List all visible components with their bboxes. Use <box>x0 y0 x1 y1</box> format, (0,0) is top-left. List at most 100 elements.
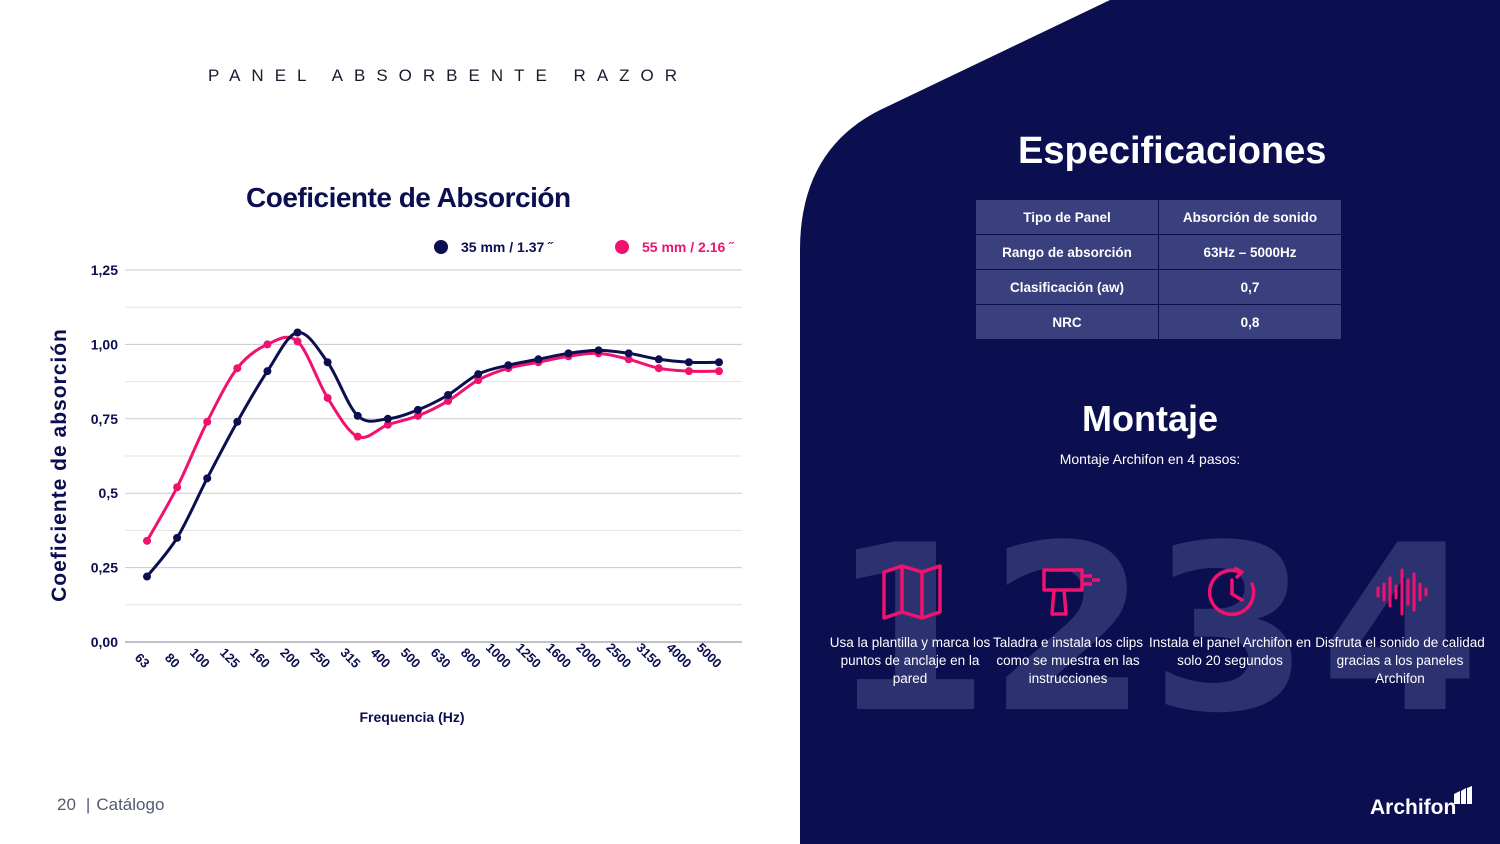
x-tick-label: 500 <box>398 645 424 671</box>
x-tick-label: 3150 <box>633 640 664 671</box>
x-tick-label: 63 <box>132 650 153 671</box>
x-tick-label: 200 <box>277 645 303 671</box>
x-tick-label: 1250 <box>513 640 544 671</box>
data-point <box>624 349 633 358</box>
table-cell: 63Hz – 5000Hz <box>1158 234 1342 270</box>
table-cell: Absorción de sonido <box>1158 199 1342 235</box>
x-tick-label: 125 <box>217 645 243 671</box>
x-tick-label: 2000 <box>573 640 604 671</box>
data-point <box>654 355 663 364</box>
legend-marker <box>615 240 629 254</box>
data-point <box>353 432 362 441</box>
step-text: Taladra e instala los clips como se mues… <box>992 635 1144 686</box>
data-point <box>233 364 242 373</box>
page-number: 20 <box>57 795 76 814</box>
table-cell: Clasificación (aw) <box>975 269 1159 305</box>
data-point <box>353 411 362 420</box>
montaje-subtitle: Montaje Archifon en 4 pasos: <box>1059 451 1241 467</box>
data-point <box>413 405 422 414</box>
specs-title: Especificaciones <box>1018 130 1327 172</box>
step-1: 1 Usa la plantilla y marca los puntos de… <box>825 516 995 746</box>
data-point <box>474 370 483 379</box>
specs-table: Tipo de Panel Absorción de sonido Rango d… <box>975 199 1342 340</box>
table-cell: Tipo de Panel <box>975 199 1159 235</box>
x-tick-label: 250 <box>307 645 333 671</box>
data-point <box>143 536 151 545</box>
x-tick-label: 1600 <box>543 640 574 671</box>
footer: 20 | Catálogo <box>57 795 165 814</box>
data-point <box>143 572 151 581</box>
x-tick-label: 4000 <box>664 640 695 671</box>
table-row: Tipo de Panel Absorción de sonido <box>975 199 1342 235</box>
data-point <box>293 328 302 337</box>
data-point <box>624 355 633 364</box>
x-axis-label: Frequencia (Hz) <box>359 709 464 725</box>
logo-mark-icon <box>1454 786 1472 804</box>
map-icon <box>882 564 942 620</box>
data-point <box>594 346 603 355</box>
data-point <box>263 367 272 376</box>
step-text: Instala el panel Archifon en solo 20 seg… <box>1148 635 1312 668</box>
step-2: 2 Taladra e instala los clips como se mu… <box>983 516 1153 746</box>
soundwave-icon <box>1376 568 1428 616</box>
data-point <box>293 337 302 346</box>
data-point <box>684 367 693 376</box>
step-number: 1 <box>829 497 991 764</box>
data-point <box>504 361 513 370</box>
data-point <box>173 533 182 542</box>
y-tick-label: 0,5 <box>99 485 119 501</box>
clock-icon <box>1207 566 1256 617</box>
chart-title: Coeficiente de Absorción <box>246 182 571 213</box>
x-tick-label: 100 <box>187 645 213 671</box>
table-row: Clasificación (aw) 0,7 <box>975 269 1342 305</box>
brand-logo: Archifon <box>1370 796 1457 819</box>
legend-label: 35 mm / 1.37 ˝ <box>461 239 554 255</box>
step-number: 4 <box>1319 497 1481 764</box>
drill-icon <box>1042 568 1100 616</box>
data-point <box>233 417 242 426</box>
step-number: 2 <box>987 497 1149 764</box>
x-tick-label: 800 <box>458 645 484 671</box>
table-cell: NRC <box>975 304 1159 340</box>
step-text: Disfruta el sonido de calidad gracias a … <box>1315 635 1485 686</box>
step-text: Usa la plantilla y marca los puntos de a… <box>829 635 991 686</box>
data-point <box>263 340 272 349</box>
data-point <box>654 364 663 373</box>
table-row: Rango de absorción 63Hz – 5000Hz <box>975 234 1342 270</box>
data-point <box>534 355 543 364</box>
x-tick-label: 2500 <box>603 640 634 671</box>
page-header-title: PANEL ABSORBENTE RAZOR <box>208 66 689 85</box>
data-point <box>474 376 483 385</box>
data-point <box>444 390 453 399</box>
series-line-1 <box>145 330 720 578</box>
footer-label: Catálogo <box>96 795 165 814</box>
y-tick-label: 0,75 <box>91 411 118 427</box>
step-3: 3 Instala el panel Archifon en solo 20 s… <box>1145 516 1315 746</box>
table-cell: 0,8 <box>1158 304 1342 340</box>
table-cell: Rango de absorción <box>975 234 1159 270</box>
data-point <box>564 349 573 358</box>
x-tick-label: 400 <box>368 645 394 671</box>
step-4: 4 Disfruta el sonido de calidad gracias … <box>1315 516 1485 746</box>
data-point <box>444 396 453 405</box>
data-point <box>383 414 392 423</box>
x-tick-label: 315 <box>337 645 363 671</box>
data-point <box>323 358 332 367</box>
x-tick-label: 160 <box>247 645 273 671</box>
y-tick-label: 1,00 <box>91 336 118 352</box>
y-tick-label: 1,25 <box>91 262 118 278</box>
data-point <box>173 483 182 492</box>
data-point <box>684 358 693 367</box>
legend-marker <box>434 240 448 254</box>
y-tick-label: 0,00 <box>91 634 118 650</box>
data-point <box>715 367 723 376</box>
table-row: NRC 0,8 <box>975 304 1342 340</box>
table-cell: 0,7 <box>1158 269 1342 305</box>
x-tick-label: 1000 <box>483 640 514 671</box>
data-point <box>383 420 392 429</box>
step-number: 3 <box>1149 497 1311 764</box>
series-line-2 <box>145 335 720 542</box>
data-point <box>323 393 332 402</box>
y-axis-label: Coeficiente de absorción <box>48 328 71 602</box>
